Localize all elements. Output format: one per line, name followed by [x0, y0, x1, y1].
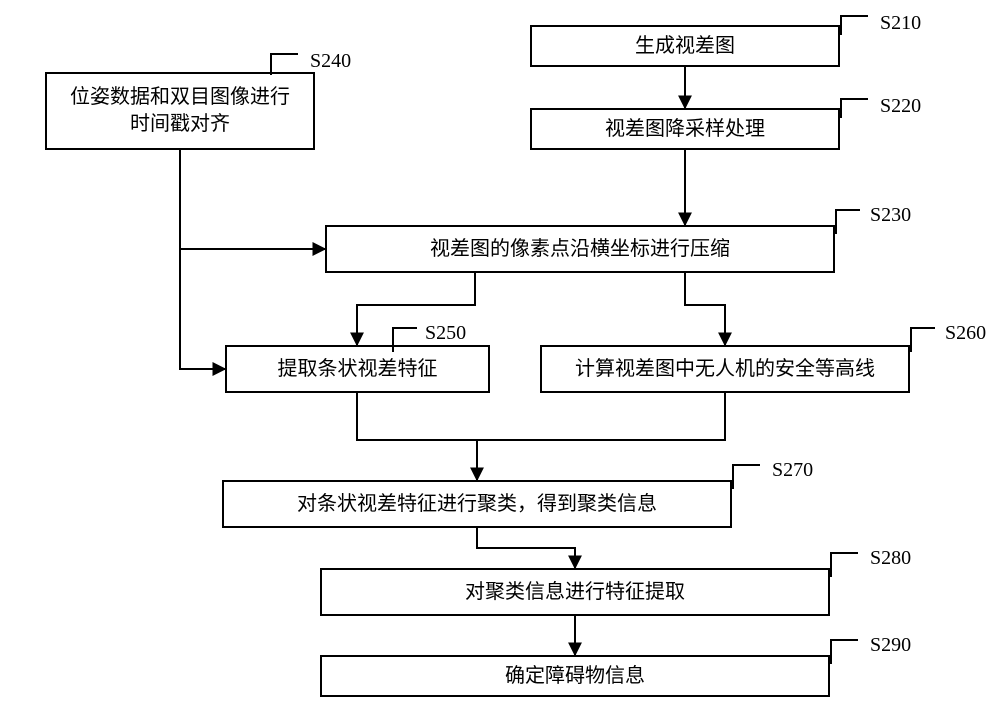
hook-s220	[840, 98, 868, 118]
hook-s240	[270, 53, 298, 75]
label-s240: S240	[310, 50, 351, 73]
hook-s280	[830, 552, 858, 577]
node-s220: 视差图降采样处理	[530, 108, 840, 150]
label-s220: S220	[880, 95, 921, 118]
label-s290: S290	[870, 634, 911, 657]
node-s210-text: 生成视差图	[635, 33, 735, 60]
node-s260-text: 计算视差图中无人机的安全等高线	[575, 356, 875, 383]
label-s280: S280	[870, 547, 911, 570]
node-s280: 对聚类信息进行特征提取	[320, 568, 830, 616]
hook-s230	[835, 209, 860, 234]
node-s240: 位姿数据和双目图像进行 时间戳对齐	[45, 72, 315, 150]
flowchart-canvas: 生成视差图 S210 视差图降采样处理 S220 视差图的像素点沿横坐标进行压缩…	[0, 0, 1000, 713]
node-s230-text: 视差图的像素点沿横坐标进行压缩	[430, 236, 730, 263]
hook-s270	[732, 464, 760, 489]
label-s230: S230	[870, 204, 911, 227]
node-s240-text: 位姿数据和双目图像进行 时间戳对齐	[70, 84, 290, 138]
node-s270-text: 对条状视差特征进行聚类，得到聚类信息	[297, 491, 657, 518]
hook-s290	[830, 639, 858, 664]
node-s230: 视差图的像素点沿横坐标进行压缩	[325, 225, 835, 273]
hook-s260	[910, 327, 935, 352]
label-s250: S250	[425, 322, 466, 345]
hook-s250	[392, 327, 417, 352]
node-s260: 计算视差图中无人机的安全等高线	[540, 345, 910, 393]
hook-s210	[840, 15, 868, 35]
node-s220-text: 视差图降采样处理	[605, 116, 765, 143]
node-s250: 提取条状视差特征	[225, 345, 490, 393]
node-s270: 对条状视差特征进行聚类，得到聚类信息	[222, 480, 732, 528]
label-s210: S210	[880, 12, 921, 35]
node-s290: 确定障碍物信息	[320, 655, 830, 697]
label-s270: S270	[772, 459, 813, 482]
node-s250-text: 提取条状视差特征	[278, 356, 438, 383]
node-s280-text: 对聚类信息进行特征提取	[465, 579, 685, 606]
label-s260: S260	[945, 322, 986, 345]
node-s290-text: 确定障碍物信息	[505, 663, 645, 690]
node-s210: 生成视差图	[530, 25, 840, 67]
